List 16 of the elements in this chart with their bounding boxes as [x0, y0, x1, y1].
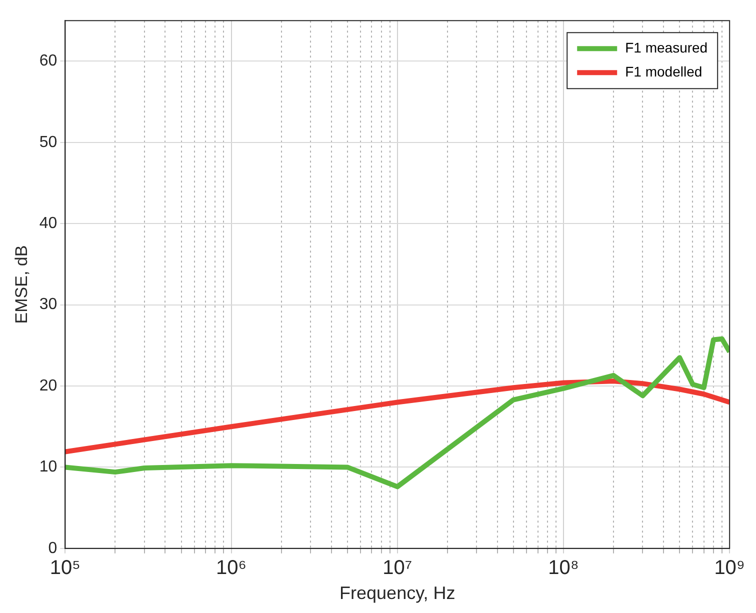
legend-label: F1 measured [625, 39, 708, 56]
y-tick-label: 10 [39, 458, 58, 476]
y-axis-title: EMSE, dB [12, 245, 31, 324]
y-tick-label: 40 [39, 215, 58, 232]
x-tick-label: 10⁵ [50, 556, 80, 579]
x-tick-label: 10⁶ [216, 556, 247, 579]
y-tick-label: 0 [48, 540, 58, 557]
legend-label: F1 modelled [625, 63, 702, 80]
x-axis-title: Frequency, Hz [340, 583, 456, 604]
x-tick-label: 10⁹ [714, 556, 745, 579]
x-tick-label: 10⁷ [382, 556, 412, 579]
y-tick-label: 30 [39, 296, 58, 314]
y-tick-label: 50 [39, 134, 58, 151]
y-tick-label: 60 [39, 52, 58, 70]
x-tick-label: 10⁸ [548, 556, 579, 579]
y-tick-label: 20 [39, 377, 58, 394]
